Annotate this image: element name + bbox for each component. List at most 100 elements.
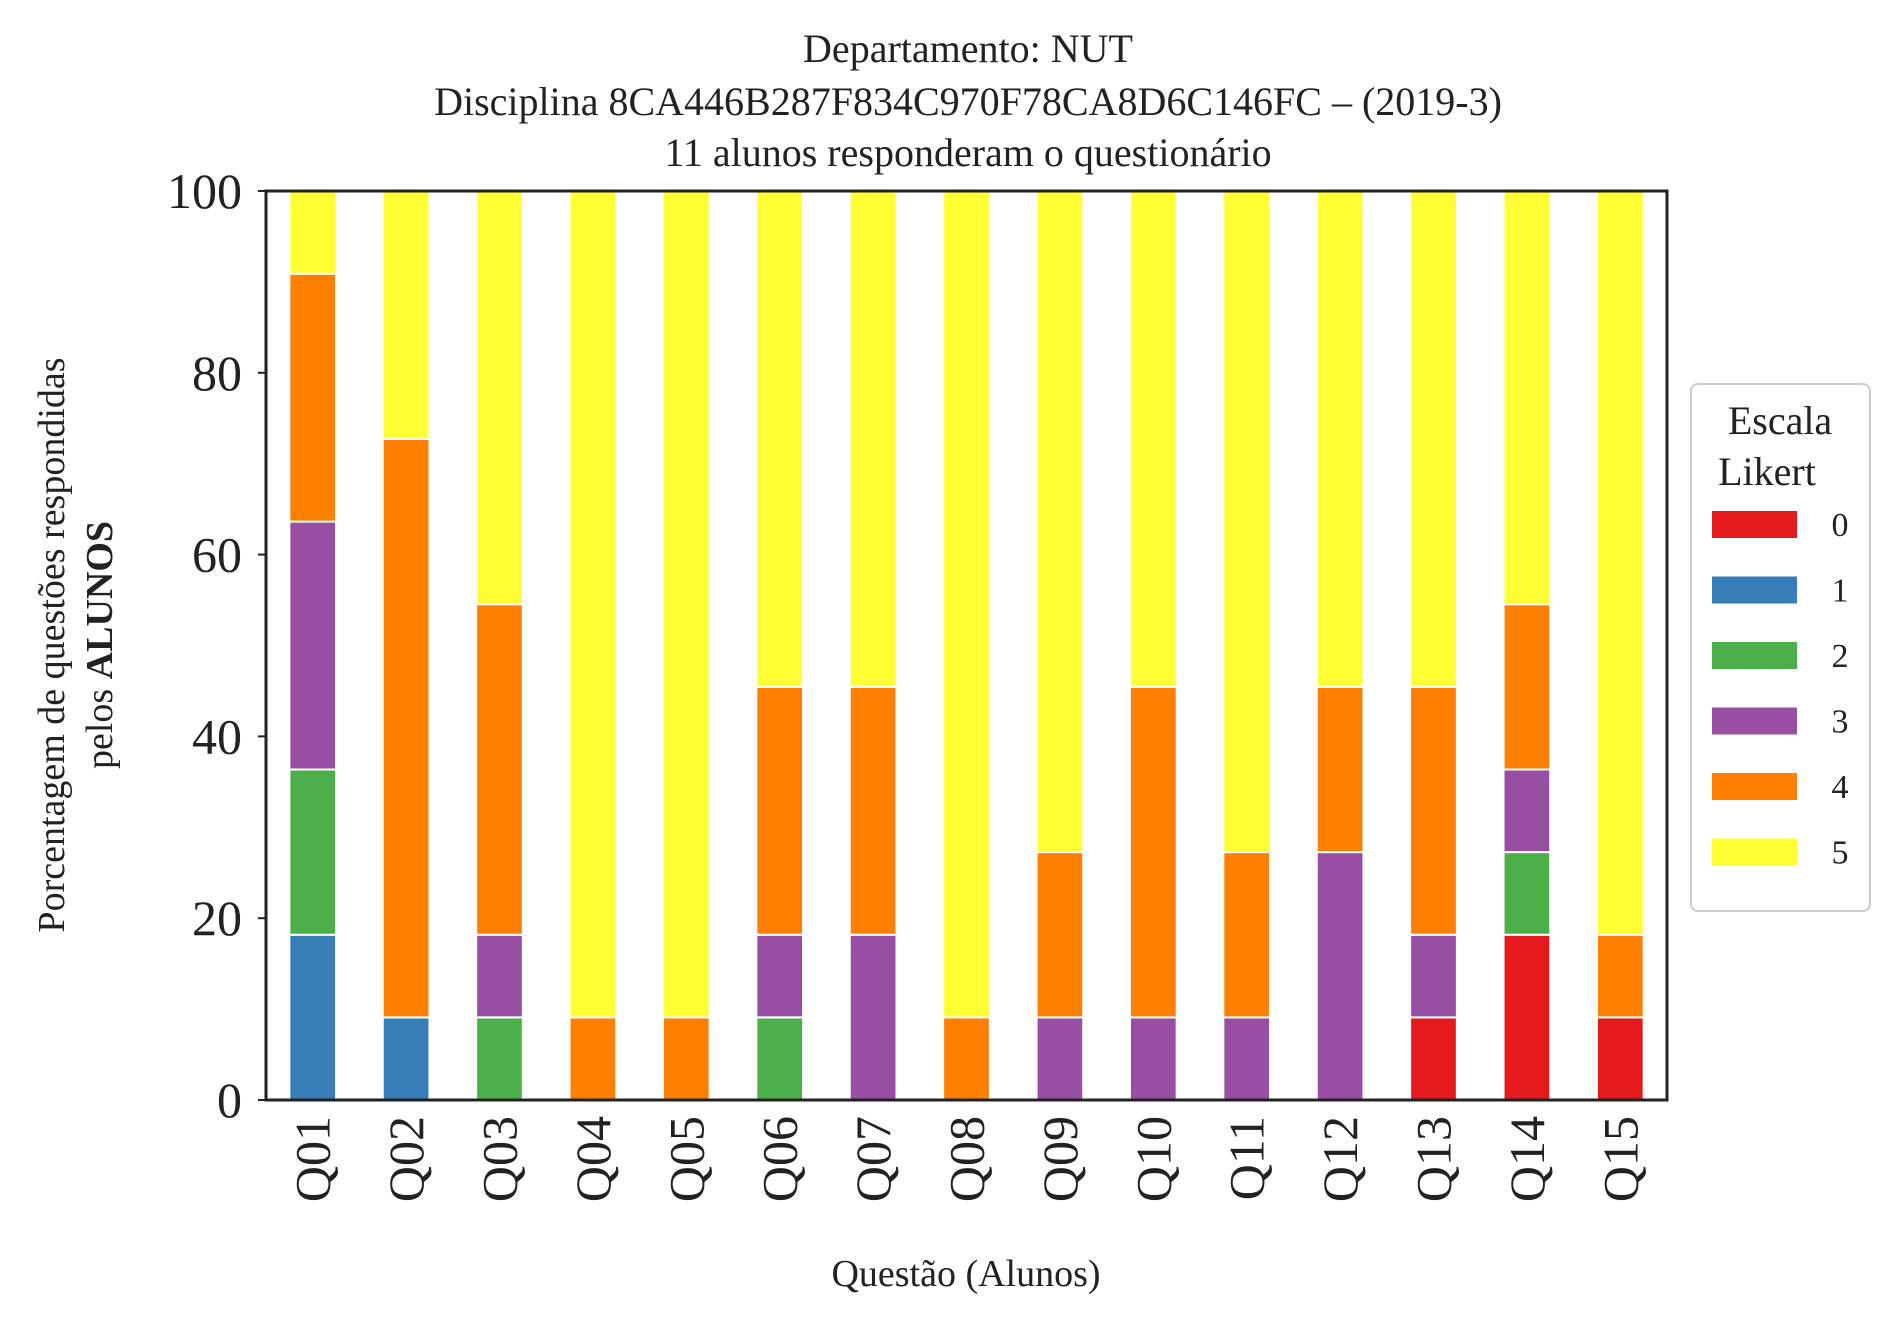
bar-segment-q04-scale-5 [568, 190, 618, 1019]
y-tick-label: 80 [192, 345, 242, 401]
bar-segment-q01-scale-5 [288, 190, 338, 275]
bar-segment-q07-scale-4 [848, 685, 898, 936]
bar-segment-q12-scale-5 [1315, 190, 1365, 688]
bar-segment-q02-scale-4 [381, 437, 431, 1019]
chart-title-line-2: Disciplina 8CA446B287F834C970F78CA8D6C14… [434, 79, 1502, 124]
bar-segment-q01-scale-2 [288, 768, 338, 936]
bar-segment-q06-scale-2 [755, 1016, 805, 1101]
bar-segment-q07-scale-5 [848, 190, 898, 688]
x-tick-label-q03: Q03 [472, 1116, 528, 1202]
bar-segment-q03-scale-5 [475, 190, 524, 606]
bar-segment-q02-scale-1 [381, 1016, 431, 1101]
y-tick-label: 100 [167, 163, 242, 219]
x-tick-label-q12: Q12 [1312, 1116, 1368, 1202]
legend-label-5: 5 [1832, 835, 1849, 872]
bar-segment-q14-scale-0 [1502, 933, 1552, 1101]
y-axis-label-line-1: Porcentagem de questões respondidas [31, 357, 73, 932]
bar-segment-q12-scale-4 [1315, 685, 1365, 854]
bar-segment-q06-scale-5 [755, 190, 805, 688]
legend: Escala Likert 0 1 2 3 4 5 [1690, 383, 1871, 912]
bar-segment-q13-scale-0 [1409, 1016, 1458, 1101]
plot-frame [264, 189, 1669, 1102]
legend-swatch-4 [1712, 773, 1797, 800]
bar-segment-q05-scale-5 [661, 190, 711, 1019]
bar-segment-q01-scale-3 [288, 520, 338, 771]
y-tick-label: 60 [192, 527, 242, 583]
legend-label-3: 3 [1832, 704, 1849, 741]
x-tick-label-q04: Q04 [565, 1116, 621, 1202]
x-tick-label-q09: Q09 [1032, 1116, 1088, 1202]
bar-segment-q06-scale-4 [755, 685, 805, 936]
y-tick-label: 20 [192, 890, 242, 946]
legend-label-2: 2 [1832, 638, 1849, 675]
legend-swatch-3 [1712, 707, 1797, 735]
bar-segment-q15-scale-5 [1595, 190, 1645, 936]
legend-swatch-0 [1712, 511, 1797, 538]
x-axis-label: Questão (Alunos) [831, 1253, 1100, 1295]
legend-items: 0 1 2 3 4 5 [1712, 507, 1849, 872]
bar-segment-q14-scale-5 [1502, 190, 1552, 606]
bar-segment-q05-scale-4 [661, 1016, 711, 1101]
x-tick-label-q07: Q07 [845, 1116, 901, 1202]
x-tick-label-q01: Q01 [285, 1116, 341, 1202]
bar-segment-q04-scale-4 [568, 1016, 618, 1101]
legend-label-0: 0 [1832, 507, 1849, 544]
x-tick-label-q11: Q11 [1219, 1116, 1275, 1200]
bar-segment-q06-scale-3 [755, 933, 805, 1019]
bar-segment-q08-scale-5 [942, 190, 991, 1019]
y-axis-label-bold: ALUNOS [79, 521, 121, 679]
legend-label-1: 1 [1832, 573, 1849, 610]
x-ticks: Q01 Q02 Q03 Q04 Q05 Q06 Q07 Q08 Q09 Q10 Q11 Q12 Q13 Q… [285, 1116, 1649, 1202]
bar-segment-q03-scale-4 [475, 603, 524, 936]
bar-segment-q11-scale-5 [1222, 190, 1272, 854]
bar-segment-q14-scale-3 [1502, 768, 1552, 854]
x-tick-label-q02: Q02 [378, 1116, 434, 1202]
y-ticks: 0 20 40 60 80 100 [167, 163, 266, 1128]
bar-segment-q09-scale-3 [1035, 1016, 1085, 1101]
x-tick-label-q08: Q08 [939, 1116, 995, 1202]
bar-segment-q14-scale-4 [1502, 603, 1552, 771]
bar-segment-q03-scale-3 [475, 933, 524, 1019]
bar-segment-q09-scale-5 [1035, 190, 1085, 854]
bar-segment-q13-scale-4 [1409, 685, 1458, 936]
bar-segment-q11-scale-3 [1222, 1016, 1272, 1101]
legend-title-line-2: Likert [1718, 449, 1816, 494]
chart-title-line-3: 11 alunos responderam o questionário [664, 130, 1271, 175]
bar-segment-q01-scale-4 [288, 272, 338, 523]
bar-segment-q13-scale-5 [1409, 190, 1458, 688]
x-tick-label-q14: Q14 [1499, 1116, 1555, 1202]
x-tick-label-q10: Q10 [1125, 1116, 1181, 1202]
y-axis-label-line-2: pelos ALUNOS [79, 521, 121, 769]
x-tick-label-q15: Q15 [1592, 1116, 1648, 1202]
legend-title-line-1: Escala [1728, 398, 1833, 443]
chart-title-line-1: Departamento: NUT [803, 26, 1133, 71]
bar-segment-q08-scale-4 [942, 1016, 991, 1101]
bar-segment-q10-scale-5 [1128, 190, 1178, 688]
y-axis-label: Porcentagem de questões respondidas pelo… [31, 357, 121, 932]
legend-swatch-2 [1712, 642, 1797, 669]
bar-segment-q07-scale-3 [848, 933, 898, 1101]
y-axis-label-prefix: pelos [79, 679, 121, 769]
bar-segment-q13-scale-3 [1409, 933, 1458, 1019]
y-tick-label: 40 [192, 708, 242, 764]
legend-swatch-5 [1712, 838, 1797, 866]
bar-segment-q11-scale-4 [1222, 851, 1272, 1019]
legend-label-4: 4 [1832, 769, 1849, 806]
bar-segment-q02-scale-5 [381, 190, 431, 440]
bar-segment-q03-scale-2 [475, 1016, 524, 1101]
x-tick-label-q05: Q05 [658, 1116, 714, 1202]
bar-segment-q15-scale-4 [1595, 933, 1645, 1019]
bar-segment-q01-scale-1 [288, 933, 338, 1101]
bar-segment-q15-scale-0 [1595, 1016, 1645, 1101]
bar-segment-q12-scale-3 [1315, 851, 1365, 1102]
x-tick-label-q13: Q13 [1406, 1116, 1462, 1202]
y-tick-label: 0 [217, 1072, 242, 1128]
bar-segment-q10-scale-3 [1128, 1016, 1178, 1101]
bar-segment-q10-scale-4 [1128, 685, 1178, 1019]
bar-segment-q14-scale-2 [1502, 851, 1552, 936]
bars-layer [288, 190, 1645, 1102]
bar-segment-q09-scale-4 [1035, 851, 1085, 1019]
legend-swatch-1 [1712, 576, 1797, 604]
x-tick-label-q06: Q06 [752, 1116, 808, 1202]
